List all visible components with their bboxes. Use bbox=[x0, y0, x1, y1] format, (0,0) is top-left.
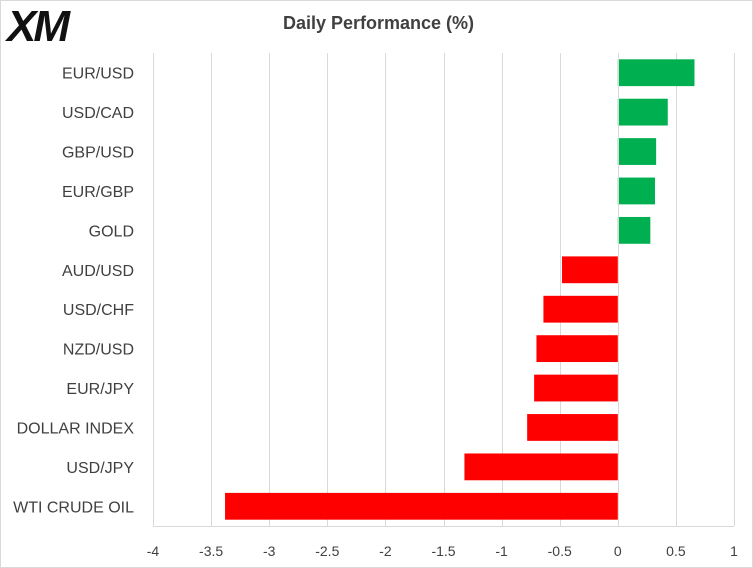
category-label: USD/CAD bbox=[62, 105, 134, 122]
category-label: EUR/GBP bbox=[62, 184, 134, 201]
bar-nzd-usd bbox=[536, 335, 618, 363]
category-label: DOLLAR INDEX bbox=[17, 420, 135, 437]
logo-text: XM bbox=[5, 3, 71, 47]
x-tick-label: 0 bbox=[614, 543, 622, 559]
bar-wti-crude-oil bbox=[225, 492, 618, 520]
x-tick-label: -3 bbox=[263, 543, 276, 559]
x-tick-label: 1 bbox=[730, 543, 738, 559]
x-tick-label: -1.5 bbox=[431, 543, 455, 559]
bar-aud-usd bbox=[562, 256, 618, 284]
category-label: USD/CHF bbox=[63, 302, 134, 319]
x-tick-label: -2 bbox=[379, 543, 392, 559]
bar-eur-gbp bbox=[617, 177, 655, 205]
bar-dollar-index bbox=[527, 414, 618, 441]
x-tick-label: -3.5 bbox=[199, 543, 223, 559]
x-tick-label: -0.5 bbox=[548, 543, 572, 559]
bar-usd-cad bbox=[617, 98, 668, 126]
bar-eur-jpy bbox=[534, 374, 618, 402]
x-tick-label: -2.5 bbox=[315, 543, 339, 559]
category-label: GOLD bbox=[89, 223, 134, 240]
xm-logo: XM bbox=[5, 3, 74, 47]
category-label: USD/JPY bbox=[66, 460, 134, 477]
bar-usd-chf bbox=[543, 295, 618, 323]
bar-gbp-usd bbox=[617, 138, 657, 165]
x-tick-label: -1 bbox=[495, 543, 508, 559]
category-label: GBP/USD bbox=[62, 145, 134, 162]
bar-gold bbox=[617, 216, 651, 244]
bar-eur-usd bbox=[617, 59, 695, 87]
category-label: AUD/USD bbox=[62, 263, 134, 280]
category-label: EUR/JPY bbox=[66, 381, 134, 398]
x-tick-label: 0.5 bbox=[666, 543, 686, 559]
chart-title: Daily Performance (%) bbox=[282, 13, 475, 33]
category-label: EUR/USD bbox=[62, 66, 134, 83]
category-label: WTI CRUDE OIL bbox=[13, 499, 134, 516]
bar-usd-jpy bbox=[464, 453, 618, 481]
category-label: NZD/USD bbox=[63, 342, 134, 359]
x-tick-label: -4 bbox=[147, 543, 160, 559]
